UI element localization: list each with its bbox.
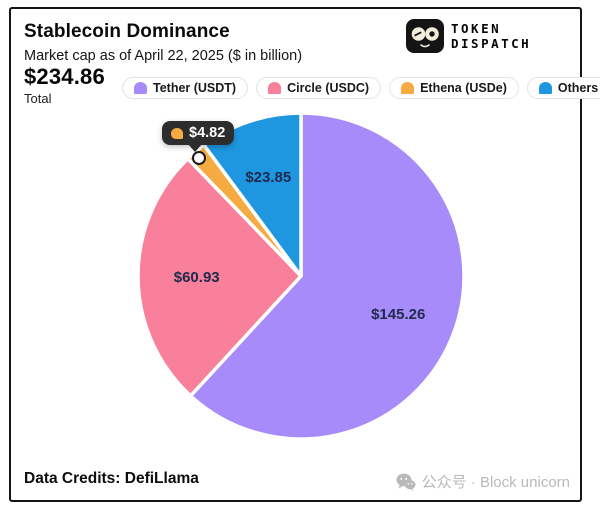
ethena-value-tooltip: $4.82: [162, 121, 235, 152]
tooltip-value: $4.82: [189, 125, 226, 141]
slice-value-label: $23.85: [245, 169, 291, 186]
legend-item-label: Ethena (USDe): [420, 81, 507, 95]
tether-color-swatch-icon: [134, 82, 147, 94]
data-credits: Data Credits: DefiLlama: [24, 470, 199, 487]
slice-value-label: $60.93: [174, 269, 220, 286]
chart-subtitle: Market cap as of April 22, 2025 ($ in bi…: [24, 48, 303, 64]
legend-item-tether[interactable]: Tether (USDT): [122, 77, 249, 99]
watermark: 公众号 · Block unicorn: [396, 471, 570, 492]
token-dispatch-logo: TOKEN DISPATCH: [406, 19, 531, 53]
slice-value-label: $145.26: [371, 306, 425, 323]
page-title: Stablecoin Dominance: [24, 21, 230, 42]
legend-item-others[interactable]: Others: [526, 77, 600, 99]
others-color-swatch-icon: [538, 82, 552, 94]
ethena-slice-icon: [171, 127, 183, 139]
owl-glasses-logo-icon: [406, 19, 444, 53]
watermark-text: 公众号 · Block unicorn: [421, 474, 570, 491]
chart-legend: Tether (USDT) Circle (USDC) Ethena (USDe…: [122, 77, 600, 99]
circle-color-swatch-icon: [268, 82, 282, 94]
total-label: Total: [24, 91, 52, 106]
legend-item-label: Tether (USDT): [153, 81, 237, 95]
brand-line2: DISPATCH: [451, 36, 532, 51]
brand-wordmark: TOKEN DISPATCH: [451, 21, 531, 51]
ethena-slice-marker-dot: [192, 151, 206, 165]
total-market-cap-value: $234.86: [24, 64, 105, 89]
wechat-icon: [396, 473, 416, 491]
legend-item-label: Others: [557, 81, 599, 95]
brand-line1: TOKEN: [451, 21, 502, 36]
legend-item-label: Circle (USDC): [287, 81, 370, 95]
ethena-color-swatch-icon: [401, 82, 415, 94]
legend-item-ethena[interactable]: Ethena (USDe): [389, 77, 519, 99]
pie-slice-tether-usdt[interactable]: [188, 111, 466, 441]
pie-slice-circle-usdc[interactable]: [136, 156, 303, 398]
legend-item-circle[interactable]: Circle (USDC): [256, 77, 382, 99]
